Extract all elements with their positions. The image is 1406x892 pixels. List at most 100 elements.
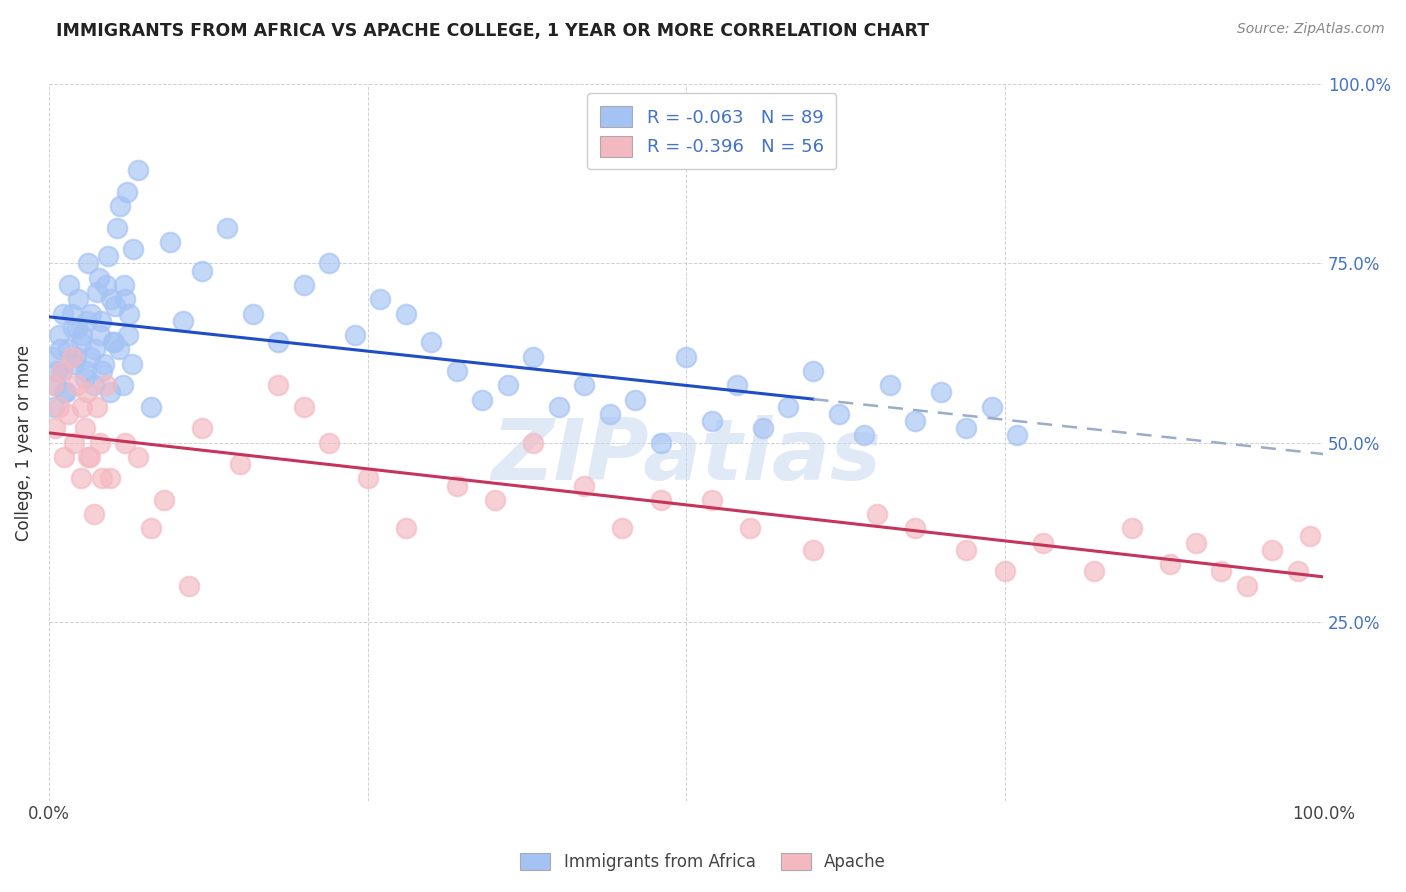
Point: [127, 163, 149, 178]
Point: [356, 471, 378, 485]
Point: [1007, 428, 1029, 442]
Point: [118, 307, 141, 321]
Point: [55, 385, 77, 400]
Point: [112, 277, 135, 292]
Point: [98, 471, 121, 485]
Point: [318, 435, 340, 450]
Point: [675, 350, 697, 364]
Point: [101, 335, 124, 350]
Point: [343, 328, 366, 343]
Point: [904, 414, 927, 428]
Point: [111, 378, 134, 392]
Point: [1211, 565, 1233, 579]
Point: [866, 507, 889, 521]
Text: Source: ZipAtlas.com: Source: ZipAtlas.com: [1237, 22, 1385, 37]
Point: [87, 270, 110, 285]
Point: [572, 478, 595, 492]
Point: [45, 364, 67, 378]
Point: [77, 256, 100, 270]
Point: [44, 378, 66, 392]
Point: [612, 521, 634, 535]
Point: [267, 378, 290, 392]
Point: [1299, 528, 1322, 542]
Point: [97, 249, 120, 263]
Point: [66, 378, 89, 392]
Point: [56, 407, 79, 421]
Point: [650, 435, 672, 450]
Point: [98, 385, 121, 400]
Point: [91, 471, 114, 485]
Point: [650, 492, 672, 507]
Point: [471, 392, 494, 407]
Point: [79, 350, 101, 364]
Point: [114, 435, 136, 450]
Point: [42, 350, 65, 364]
Point: [96, 378, 118, 392]
Point: [83, 343, 105, 357]
Point: [100, 293, 122, 307]
Point: [929, 385, 952, 400]
Point: [69, 335, 91, 350]
Point: [242, 307, 264, 321]
Point: [1184, 536, 1206, 550]
Point: [70, 400, 93, 414]
Point: [69, 471, 91, 485]
Point: [980, 400, 1002, 414]
Point: [395, 307, 418, 321]
Point: [83, 378, 105, 392]
Point: [1286, 565, 1309, 579]
Point: [93, 357, 115, 371]
Point: [1121, 521, 1143, 535]
Point: [776, 400, 799, 414]
Legend: R = -0.063   N = 89, R = -0.396   N = 56: R = -0.063 N = 89, R = -0.396 N = 56: [586, 94, 837, 169]
Point: [191, 421, 214, 435]
Point: [49, 343, 72, 357]
Point: [48, 328, 70, 343]
Point: [51, 364, 73, 378]
Point: [104, 300, 127, 314]
Point: [122, 242, 145, 256]
Point: [217, 220, 239, 235]
Point: [1236, 579, 1258, 593]
Point: [1083, 565, 1105, 579]
Point: [725, 378, 748, 392]
Text: IMMIGRANTS FROM AFRICA VS APACHE COLLEGE, 1 YEAR OR MORE CORRELATION CHART: IMMIGRANTS FROM AFRICA VS APACHE COLLEGE…: [56, 22, 929, 40]
Point: [103, 335, 125, 350]
Point: [1261, 543, 1284, 558]
Point: [90, 314, 112, 328]
Point: [955, 543, 977, 558]
Point: [53, 385, 76, 400]
Text: ZIPatlas: ZIPatlas: [491, 416, 882, 499]
Point: [179, 579, 201, 593]
Point: [229, 457, 252, 471]
Point: [73, 421, 96, 435]
Point: [114, 293, 136, 307]
Point: [77, 450, 100, 464]
Point: [127, 450, 149, 464]
Point: [1032, 536, 1054, 550]
Point: [60, 307, 83, 321]
Point: [624, 392, 647, 407]
Point: [955, 421, 977, 435]
Point: [42, 378, 65, 392]
Point: [67, 293, 90, 307]
Point: [58, 277, 80, 292]
Point: [152, 492, 174, 507]
Point: [879, 378, 901, 392]
Point: [56, 343, 79, 357]
Point: [994, 565, 1017, 579]
Point: [700, 492, 723, 507]
Point: [108, 343, 131, 357]
Point: [63, 435, 86, 450]
Point: [292, 277, 315, 292]
Point: [368, 293, 391, 307]
Point: [484, 492, 506, 507]
Point: [117, 328, 139, 343]
Point: [52, 307, 75, 321]
Point: [79, 450, 101, 464]
Legend: Immigrants from Africa, Apache: Immigrants from Africa, Apache: [512, 845, 894, 880]
Point: [803, 543, 825, 558]
Point: [496, 378, 519, 392]
Point: [446, 478, 468, 492]
Point: [76, 385, 98, 400]
